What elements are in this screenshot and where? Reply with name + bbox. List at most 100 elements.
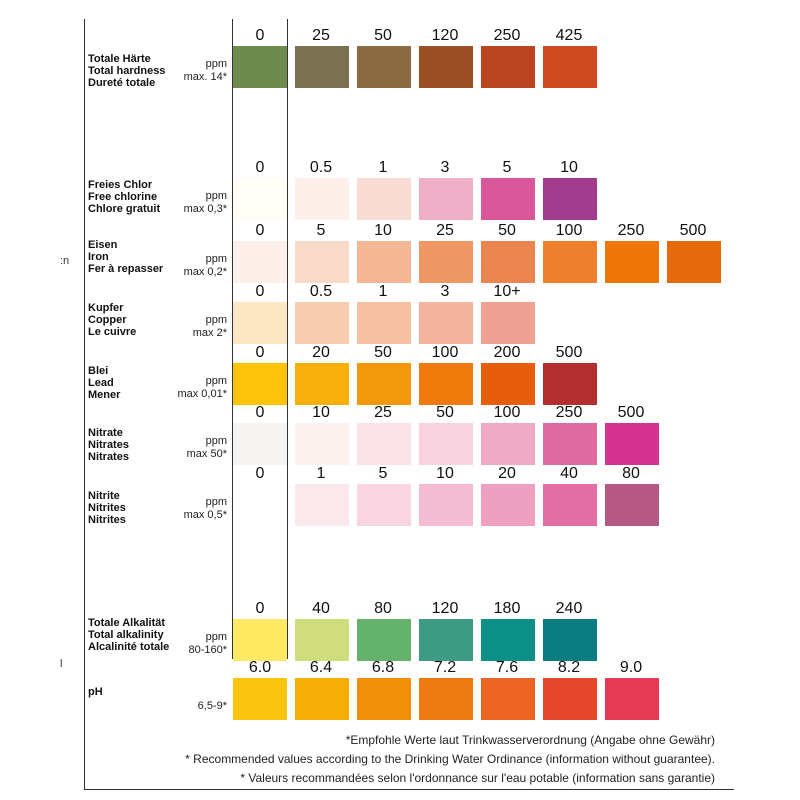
scale-value: 3 — [440, 159, 450, 176]
unit-label: ppm — [205, 314, 227, 326]
max-value-label: max. 14* — [183, 71, 227, 83]
scale-value: 0 — [255, 344, 265, 361]
max-value-label: 80-160* — [188, 644, 227, 656]
color-swatch — [419, 484, 473, 526]
color-swatch — [233, 484, 287, 526]
color-swatch — [357, 363, 411, 405]
max-value-label: 6,5-9* — [197, 700, 227, 712]
parameter-label: Totale Härte Total hardness Dureté totale — [88, 53, 188, 89]
color-swatch — [233, 178, 287, 220]
parameter-name: Nitrate — [88, 427, 123, 439]
scale-value: 7.6 — [495, 659, 519, 676]
scale-value: 20 — [498, 465, 516, 482]
zero-column-left-line — [232, 19, 233, 659]
color-swatch — [295, 423, 349, 465]
color-swatch — [295, 363, 349, 405]
recommended-limit: ppm max 0,01* — [177, 375, 227, 401]
parameter-name: Free chlorine — [88, 191, 158, 203]
left-border — [84, 19, 85, 790]
parameter-name: Freies Chlor — [88, 179, 153, 191]
scale-value: 1 — [378, 283, 388, 300]
color-swatch — [605, 423, 659, 465]
scale-value: 5 — [378, 465, 388, 482]
color-swatch — [605, 484, 659, 526]
scale-value: 50 — [436, 404, 454, 421]
color-swatch — [419, 619, 473, 661]
max-value-label: max 0,01* — [177, 388, 227, 400]
color-swatch — [233, 302, 287, 344]
color-swatch — [295, 302, 349, 344]
recommended-limit: ppm max 50* — [187, 435, 227, 461]
scale-value: 6.4 — [309, 659, 333, 676]
parameter-name: pH — [88, 686, 103, 698]
scale-value: 240 — [555, 600, 583, 617]
unit-label: ppm — [205, 631, 227, 643]
parameter-name: Dureté totale — [88, 77, 156, 89]
scale-value: 0 — [255, 159, 265, 176]
color-swatch — [295, 241, 349, 283]
scale-value: 50 — [374, 27, 392, 44]
max-value-label: max 2* — [192, 327, 227, 339]
scale-value: 0 — [255, 404, 265, 421]
scale-value: 6.8 — [371, 659, 395, 676]
scale-value: 500 — [617, 404, 645, 421]
scale-value: 250 — [493, 27, 521, 44]
scale-value: 180 — [493, 600, 521, 617]
color-swatch — [481, 484, 535, 526]
color-swatch — [481, 46, 535, 88]
footnote-english: * Recommended values according to the Dr… — [185, 752, 715, 766]
scale-value: 9.0 — [619, 659, 643, 676]
max-value-label: max 50* — [186, 448, 227, 460]
recommended-limit: ppm max 0,5* — [184, 496, 227, 522]
parameter-name: Total alkalinity — [88, 629, 164, 641]
scale-value: 25 — [312, 27, 330, 44]
parameter-name: Eisen — [88, 239, 118, 251]
color-swatch — [233, 241, 287, 283]
parameter-name: Total hardness — [88, 65, 166, 77]
parameter-label: Nitrite Nitrites Nitrites — [88, 490, 188, 526]
max-value-label: max 0,2* — [183, 266, 227, 278]
color-swatch — [357, 46, 411, 88]
zero-column-right-line — [287, 19, 288, 659]
parameter-label: Blei Lead Mener — [88, 365, 188, 401]
color-swatch — [667, 241, 721, 283]
scale-value: 80 — [622, 465, 640, 482]
recommended-limit: ppm max 0,3* — [184, 190, 227, 216]
scale-value: 1 — [378, 159, 388, 176]
color-swatch — [419, 678, 473, 720]
stray-mark-1: :n — [60, 255, 70, 267]
recommended-limit: ppm max 0,2* — [184, 253, 227, 279]
scale-value: 120 — [431, 27, 459, 44]
parameter-label: Kupfer Copper Le cuivre — [88, 302, 188, 338]
color-swatch — [295, 678, 349, 720]
footnote-french: * Valeurs recommandées selon l'ordonnanc… — [240, 771, 715, 785]
recommended-limit: ppm max 2* — [193, 314, 227, 340]
scale-value: 120 — [431, 600, 459, 617]
scale-value: 250 — [555, 404, 583, 421]
color-swatch — [481, 678, 535, 720]
scale-value: 0 — [255, 600, 265, 617]
color-swatch — [233, 363, 287, 405]
parameter-name: Copper — [88, 314, 127, 326]
scale-value: 40 — [312, 600, 330, 617]
scale-value: 3 — [440, 283, 450, 300]
parameter-label: Nitrate Nitrates Nitrates — [88, 427, 188, 463]
scale-value: 10 — [312, 404, 330, 421]
color-swatch — [419, 46, 473, 88]
color-swatch — [419, 302, 473, 344]
scale-value: 10 — [436, 465, 454, 482]
color-swatch — [481, 178, 535, 220]
color-swatch — [357, 423, 411, 465]
scale-value: 20 — [312, 344, 330, 361]
scale-value: 7.2 — [433, 659, 457, 676]
parameter-name: Iron — [88, 251, 109, 263]
parameter-name: Mener — [88, 389, 121, 401]
color-swatch — [233, 619, 287, 661]
parameter-name: Nitrites — [88, 502, 126, 514]
parameter-label: pH — [88, 686, 188, 698]
max-value-label: max 0,5* — [183, 509, 227, 521]
scale-value: 6.0 — [248, 659, 272, 676]
color-swatch — [295, 484, 349, 526]
color-swatch — [295, 46, 349, 88]
parameter-label: Totale Alkalität Total alkalinity Alcalini… — [88, 617, 188, 653]
